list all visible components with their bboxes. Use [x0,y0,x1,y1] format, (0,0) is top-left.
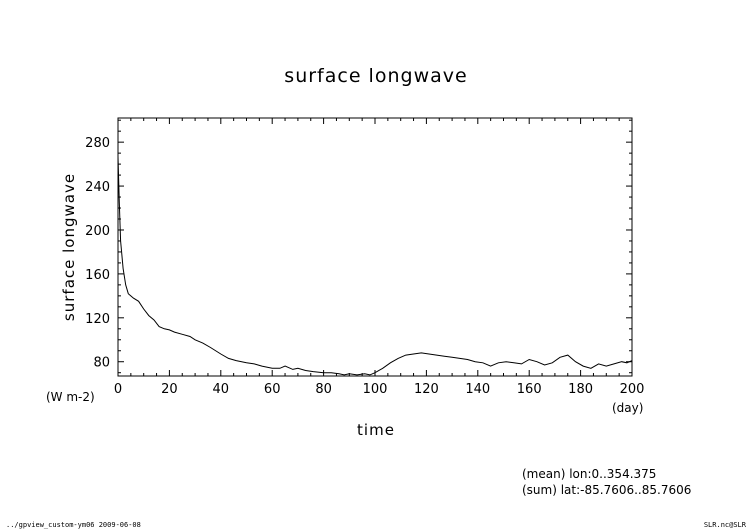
x-tick-label: 100 [363,382,388,397]
y-axis-unit: (W m-2) [46,390,95,404]
sum-annotation: (sum) lat:-85.7606..85.7606 [522,483,691,497]
x-axis-unit: (day) [612,401,643,415]
axis-ticks [117,118,633,376]
mean-annotation: (mean) lon:0..354.375 [522,467,656,481]
x-tick-label: 120 [414,382,439,397]
y-axis-label: surface longwave [60,173,78,321]
y-tick-label: 120 [85,312,110,327]
series-line [117,156,633,376]
x-tick-label: 20 [161,382,178,397]
footer-left: ../gpview_custom-ym06 2009-06-08 [6,521,141,529]
chart-title: surface longwave [284,65,467,87]
x-tick-label: 80 [315,382,332,397]
x-tick-label: 180 [568,382,593,397]
x-axis-label: time [357,421,395,439]
y-tick-label: 280 [85,136,110,151]
plot-frame [117,117,633,377]
x-tick-label: 0 [114,382,122,397]
x-tick-label: 140 [465,382,490,397]
x-tick-label: 40 [213,382,230,397]
footer-right: SLR.nc@SLR [704,521,747,529]
x-tick-label: 60 [264,382,281,397]
y-tick-label: 80 [93,356,110,371]
tick-labels: 0 20 40 60 80 100 120 140 160 180 200 80 120 160 200 24… [85,136,644,397]
y-tick-label: 240 [85,180,110,195]
x-tick-label: 200 [620,382,645,397]
x-tick-label: 160 [517,382,542,397]
y-tick-label: 160 [85,268,110,283]
y-tick-label: 200 [85,224,110,239]
